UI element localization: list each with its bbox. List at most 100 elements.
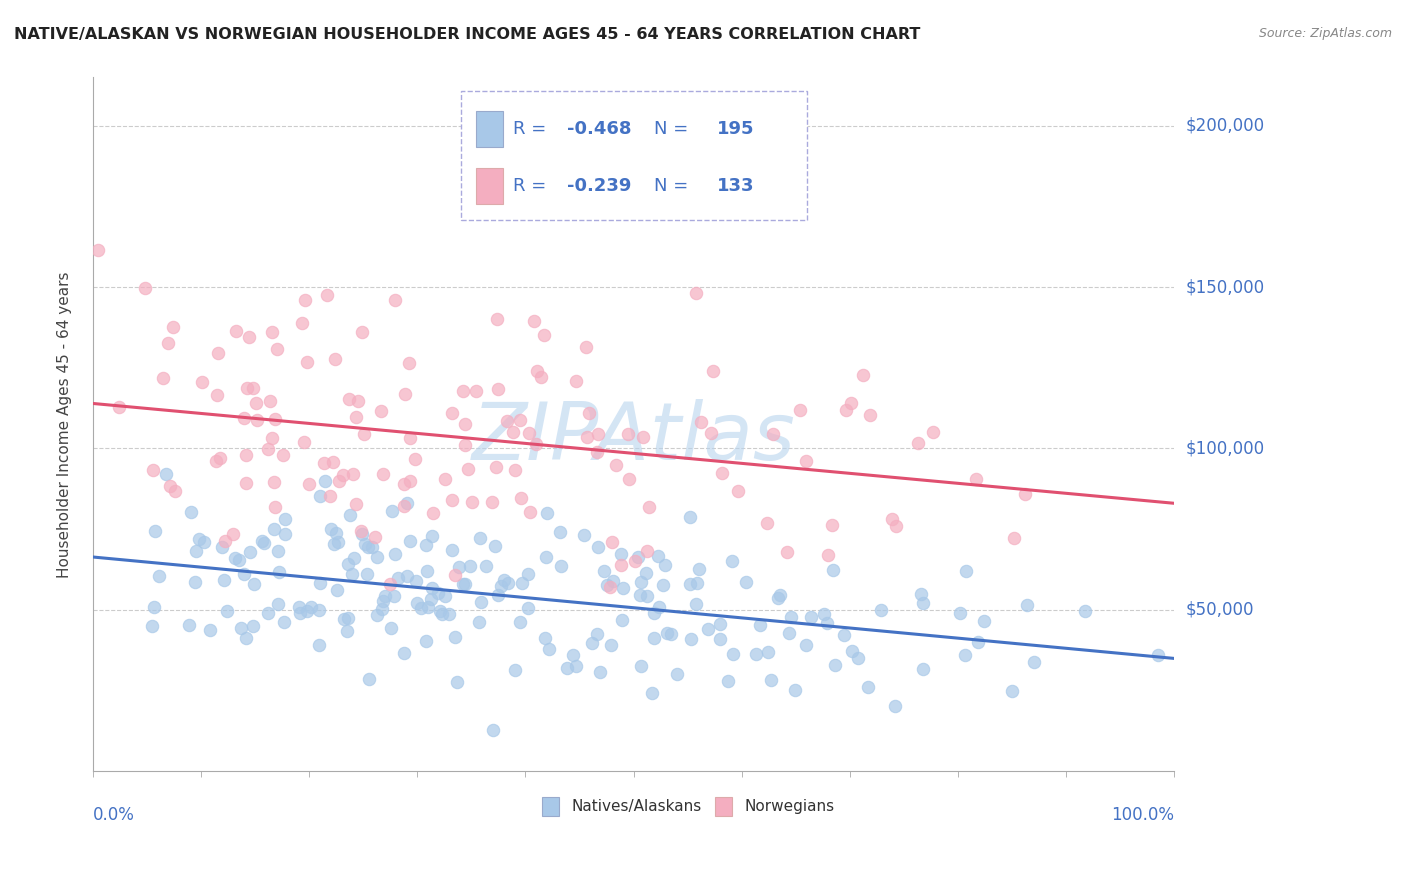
Point <box>266 342 288 356</box>
Point <box>288 606 311 620</box>
Point <box>485 459 508 474</box>
Point <box>326 534 349 549</box>
Point <box>235 631 257 645</box>
Point <box>273 615 295 629</box>
Point <box>912 596 935 610</box>
Point <box>813 607 835 622</box>
Point <box>242 619 264 633</box>
Point <box>441 406 464 420</box>
Point <box>734 575 756 590</box>
Point <box>679 632 702 646</box>
Point <box>605 458 627 473</box>
Point <box>342 566 364 581</box>
Point <box>562 648 585 662</box>
Point <box>460 558 482 573</box>
Point <box>548 524 571 539</box>
Point <box>858 408 880 422</box>
Point <box>399 533 422 548</box>
Point <box>1014 487 1036 501</box>
Point <box>907 436 929 450</box>
Point <box>141 619 163 633</box>
Point <box>536 506 558 520</box>
Point <box>155 467 177 482</box>
Point <box>967 635 990 649</box>
Point <box>600 638 623 652</box>
Point <box>315 288 337 302</box>
Point <box>439 607 461 622</box>
Point <box>152 370 174 384</box>
Point <box>910 587 932 601</box>
Point <box>489 579 512 593</box>
Text: 133: 133 <box>717 177 755 194</box>
Point <box>815 615 838 630</box>
Text: ZIPAtlas: ZIPAtlas <box>471 399 796 477</box>
Point <box>148 568 170 582</box>
Point <box>1146 648 1168 663</box>
Point <box>235 475 257 490</box>
Point <box>769 588 792 602</box>
Point <box>381 504 404 518</box>
Point <box>727 484 749 499</box>
Text: 195: 195 <box>717 120 755 137</box>
Point <box>308 489 330 503</box>
Point <box>574 528 596 542</box>
Point <box>510 491 533 505</box>
Point <box>832 627 855 641</box>
Point <box>921 425 943 439</box>
Point <box>294 293 316 307</box>
Point <box>308 603 330 617</box>
Point <box>953 648 976 663</box>
Point <box>405 595 427 609</box>
Point <box>679 577 702 591</box>
Point <box>717 673 740 688</box>
Point <box>648 599 671 614</box>
Point <box>360 540 382 554</box>
Point <box>350 524 373 538</box>
Point <box>366 608 388 623</box>
Point <box>550 558 572 573</box>
Point <box>205 388 228 402</box>
Point <box>627 549 650 564</box>
Text: $150,000: $150,000 <box>1185 278 1264 296</box>
Point <box>392 476 415 491</box>
Point <box>382 589 405 603</box>
Point <box>641 686 664 700</box>
Point <box>617 472 640 486</box>
FancyBboxPatch shape <box>461 91 807 219</box>
Bar <box>477 111 503 147</box>
Point <box>159 479 181 493</box>
Point <box>617 426 640 441</box>
Point <box>180 505 202 519</box>
Point <box>429 604 451 618</box>
Point <box>325 526 347 541</box>
Point <box>396 496 419 510</box>
Point <box>314 474 336 488</box>
Point <box>636 544 658 558</box>
Point <box>884 698 907 713</box>
Point <box>339 508 361 522</box>
Point <box>633 430 655 444</box>
Point <box>516 600 538 615</box>
Point <box>481 495 503 509</box>
Text: N =: N = <box>654 120 693 137</box>
Point <box>856 680 879 694</box>
Point <box>308 576 330 591</box>
Point <box>156 335 179 350</box>
Point <box>759 673 782 687</box>
Text: R =: R = <box>513 120 553 137</box>
Point <box>1001 684 1024 698</box>
Point <box>973 614 995 628</box>
Point <box>523 314 546 328</box>
Point <box>1074 604 1097 618</box>
Point <box>766 591 789 605</box>
Point <box>208 450 231 465</box>
Point <box>373 594 395 608</box>
Point <box>384 293 406 307</box>
Point <box>447 559 470 574</box>
Point <box>162 319 184 334</box>
Point <box>835 403 858 417</box>
Point <box>232 566 254 581</box>
Point <box>496 575 519 590</box>
Point <box>430 607 453 622</box>
Point <box>481 723 503 737</box>
